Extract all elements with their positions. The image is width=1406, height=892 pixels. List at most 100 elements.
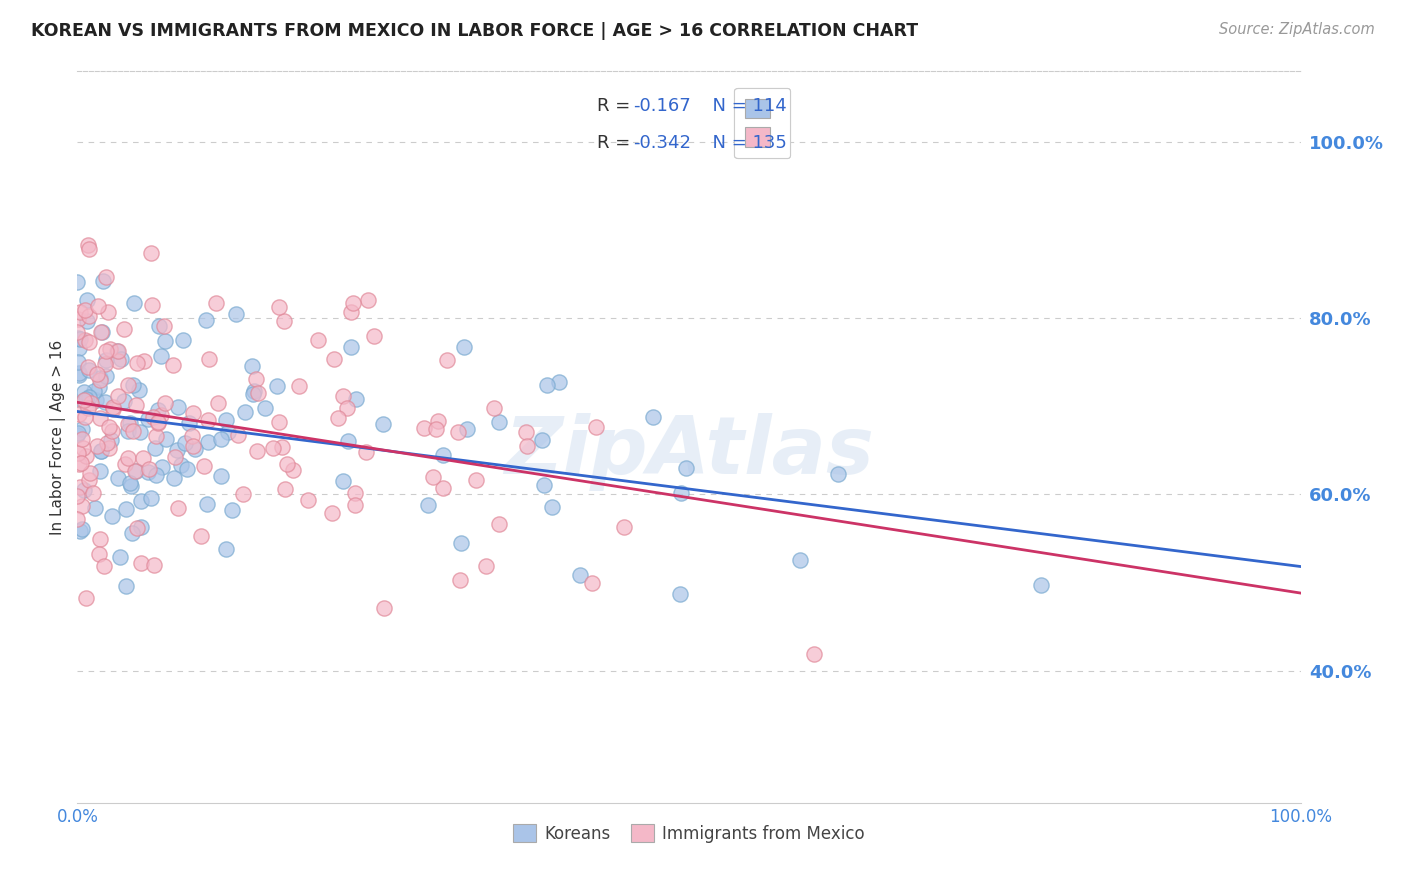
Point xyxy=(89,411,111,425)
Point xyxy=(432,448,454,462)
Point xyxy=(253,401,276,415)
Point xyxy=(67,407,90,421)
Point xyxy=(515,425,537,439)
Point xyxy=(83,500,105,515)
Point xyxy=(129,493,152,508)
Point xyxy=(425,422,447,436)
Point xyxy=(205,295,228,310)
Point xyxy=(120,416,142,430)
Point xyxy=(66,489,89,503)
Point xyxy=(536,377,558,392)
Point xyxy=(427,414,450,428)
Point xyxy=(447,425,470,440)
Point xyxy=(94,395,117,409)
Point xyxy=(101,424,124,438)
Point xyxy=(131,450,153,465)
Point xyxy=(132,354,155,368)
Point xyxy=(209,432,232,446)
Point xyxy=(87,299,110,313)
Point xyxy=(67,355,90,369)
Point xyxy=(1029,578,1052,592)
Point xyxy=(146,403,169,417)
Point xyxy=(177,417,200,431)
Point xyxy=(75,333,97,347)
Point xyxy=(94,269,117,284)
Point xyxy=(69,480,91,494)
Point xyxy=(516,439,538,453)
Point xyxy=(336,401,359,415)
Point xyxy=(153,395,176,409)
Point xyxy=(321,506,343,520)
Point xyxy=(114,457,136,471)
Point xyxy=(117,424,139,438)
Point xyxy=(107,471,129,485)
Point xyxy=(107,389,129,403)
Point xyxy=(195,497,218,511)
Point xyxy=(67,457,90,471)
Point xyxy=(432,481,454,495)
Point xyxy=(77,309,100,323)
Point xyxy=(141,298,163,312)
Text: -0.342: -0.342 xyxy=(633,134,690,152)
Point xyxy=(66,425,89,440)
Point xyxy=(98,441,121,455)
Point xyxy=(163,470,186,484)
Point xyxy=(77,359,100,374)
Point xyxy=(145,441,167,455)
Point xyxy=(344,498,367,512)
Point xyxy=(138,462,160,476)
Point xyxy=(269,416,291,430)
Point xyxy=(66,275,89,289)
Point xyxy=(143,558,166,572)
Point xyxy=(114,579,136,593)
Point xyxy=(66,446,89,460)
Point xyxy=(110,352,132,367)
Point xyxy=(77,363,100,377)
Point xyxy=(585,419,607,434)
Point xyxy=(97,305,120,319)
Point xyxy=(76,314,98,328)
Point xyxy=(340,340,363,354)
Point xyxy=(568,567,591,582)
Point xyxy=(226,428,249,442)
Point xyxy=(128,383,150,397)
Point xyxy=(207,396,229,410)
Point xyxy=(166,442,188,457)
Point xyxy=(262,441,284,455)
Point xyxy=(153,318,176,333)
Point xyxy=(337,434,360,449)
Point xyxy=(94,357,117,371)
Point xyxy=(548,376,571,390)
Point xyxy=(209,469,232,483)
Point xyxy=(643,409,665,424)
Point xyxy=(66,511,89,525)
Point xyxy=(533,478,555,492)
Point xyxy=(76,238,98,252)
Point xyxy=(297,492,319,507)
Point xyxy=(271,440,294,454)
Point xyxy=(464,473,486,487)
Point xyxy=(86,367,108,381)
Point xyxy=(332,389,354,403)
Point xyxy=(145,467,167,482)
Point xyxy=(122,378,145,392)
Point xyxy=(357,293,380,307)
Point xyxy=(117,417,139,432)
Text: N = 114: N = 114 xyxy=(702,97,787,115)
Point xyxy=(124,398,146,412)
Point xyxy=(77,473,100,487)
Point xyxy=(669,485,692,500)
Point xyxy=(91,274,114,288)
Point xyxy=(215,413,238,427)
Point xyxy=(70,499,93,513)
Point xyxy=(344,392,367,407)
Point xyxy=(225,307,247,321)
Point xyxy=(67,331,90,345)
Point xyxy=(101,509,124,524)
Point xyxy=(127,355,149,369)
Point xyxy=(98,343,121,357)
Point xyxy=(129,556,152,570)
Point xyxy=(436,353,458,368)
Point xyxy=(89,373,111,387)
Text: R =: R = xyxy=(598,134,636,152)
